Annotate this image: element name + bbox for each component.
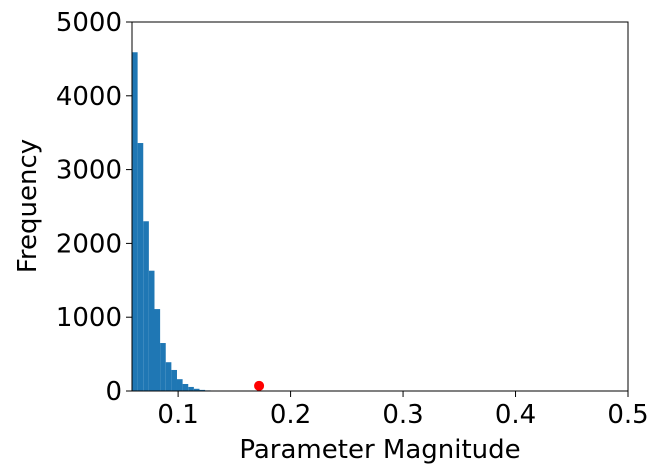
y-tick-label: 5000: [56, 8, 122, 38]
x-tick-label: 0.1: [157, 400, 198, 430]
plot-frame: [131, 21, 629, 392]
bar: [188, 386, 194, 391]
bar: [132, 52, 138, 392]
bar: [193, 388, 200, 391]
bar: [160, 343, 166, 391]
y-tick-label: 0: [105, 377, 122, 407]
y-tick-label: 1000: [56, 303, 122, 333]
x-axis-label: Parameter Magnitude: [239, 435, 520, 465]
bar: [143, 221, 149, 391]
x-tick-label: 0.4: [495, 400, 536, 430]
y-axis-label: Frequency: [13, 139, 43, 273]
bar: [154, 309, 161, 391]
x-tick-label: 0.5: [607, 400, 648, 430]
bar: [148, 270, 155, 391]
bar: [176, 379, 183, 391]
x-tick-label: 0.2: [270, 400, 311, 430]
x-tick-label: 0.3: [382, 400, 423, 430]
y-tick-label: 3000: [56, 156, 122, 186]
bar: [171, 369, 177, 391]
y-tick-label: 4000: [56, 82, 122, 112]
bar: [199, 389, 206, 391]
bar: [182, 383, 189, 391]
y-tick-label: 2000: [56, 229, 122, 259]
bar: [165, 362, 172, 391]
bar: [137, 143, 144, 391]
scatter-point: [254, 380, 265, 391]
